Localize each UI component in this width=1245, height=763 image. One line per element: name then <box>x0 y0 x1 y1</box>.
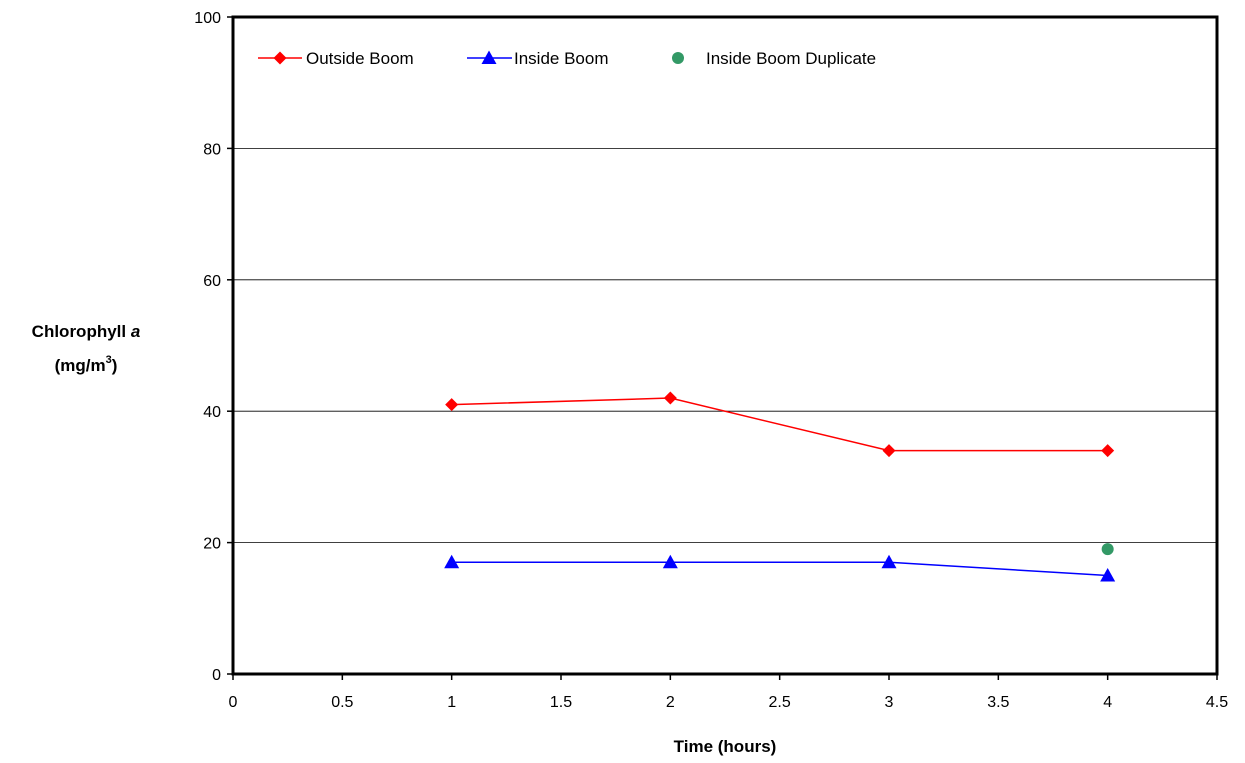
data-point <box>881 554 897 569</box>
data-point <box>445 398 459 412</box>
y-tick-label: 40 <box>203 404 221 421</box>
y-axis-title-unit-sup: 3 <box>106 354 112 366</box>
y-axis-title-line1: Chlorophyll a <box>32 322 141 341</box>
y-axis-title-italic: a <box>131 322 140 341</box>
x-tick-label: 1 <box>447 694 456 711</box>
legend-marker <box>672 52 684 64</box>
legend-item: Outside Boom <box>258 49 414 68</box>
x-axis-title: Time (hours) <box>674 737 777 756</box>
y-axis: 0 20 40 60 80 100 <box>194 10 233 684</box>
legend-label: Outside Boom <box>306 49 414 68</box>
y-axis-title-line2: (mg/m3) <box>55 354 118 375</box>
gridlines <box>233 147 1217 543</box>
data-point <box>663 391 677 405</box>
y-tick-label: 100 <box>194 10 221 27</box>
y-axis-title-unit-open: (mg/m <box>55 356 106 375</box>
legend-label: Inside Boom Duplicate <box>706 49 876 68</box>
series-layer <box>444 391 1116 582</box>
x-tick-label: 3.5 <box>987 694 1009 711</box>
x-tick-label: 0 <box>229 694 238 711</box>
x-tick-label: 3 <box>885 694 894 711</box>
legend-marker <box>273 51 287 65</box>
y-tick-label: 0 <box>212 667 221 684</box>
series-inside-boom-duplicate <box>1101 543 1114 556</box>
plot-area-frame <box>231 15 1219 676</box>
x-tick-label: 0.5 <box>331 694 353 711</box>
data-point <box>444 554 460 569</box>
x-tick-label: 1.5 <box>550 694 572 711</box>
y-tick-label: 20 <box>203 536 221 553</box>
x-tick-label: 2.5 <box>769 694 791 711</box>
legend-item: Inside Boom <box>467 49 609 68</box>
y-axis-title-main: Chlorophyll <box>32 322 131 341</box>
x-tick-label: 2 <box>666 694 675 711</box>
series-outside-boom <box>445 391 1115 458</box>
data-point <box>662 554 678 569</box>
data-point <box>1100 567 1116 582</box>
legend: Outside Boom Inside Boom Inside Boom Dupli… <box>258 49 876 68</box>
x-axis: 0 0.5 1 1.5 2 2.5 3 3.5 4 4.5 <box>229 674 1228 711</box>
x-tick-label: 4 <box>1103 694 1112 711</box>
y-axis-title-unit-close: ) <box>112 356 118 375</box>
y-tick-label: 80 <box>203 141 221 158</box>
y-axis-title: Chlorophyll a (mg/m3) <box>32 322 141 375</box>
data-point <box>882 444 896 458</box>
x-tick-label: 4.5 <box>1206 694 1228 711</box>
y-tick-label: 60 <box>203 273 221 290</box>
legend-label: Inside Boom <box>514 49 609 68</box>
legend-marker <box>481 50 497 64</box>
legend-item: Inside Boom Duplicate <box>672 49 876 68</box>
data-point <box>1101 444 1115 458</box>
series-line <box>451 561 1108 577</box>
series-inside-boom <box>444 554 1116 582</box>
data-point <box>1101 543 1114 556</box>
series-line <box>451 397 1108 452</box>
